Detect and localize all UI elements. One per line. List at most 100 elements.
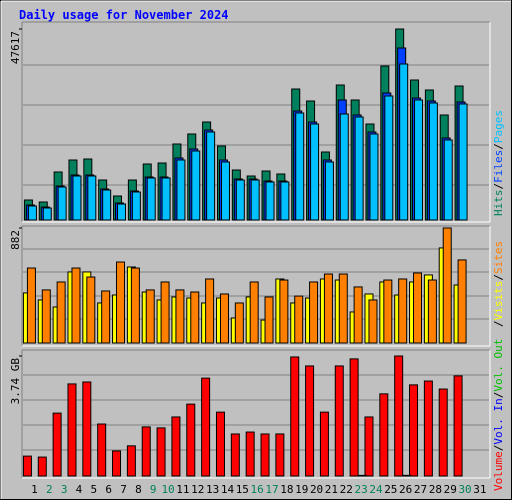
x-tick-label: 12 bbox=[191, 483, 204, 496]
bar bbox=[86, 276, 96, 344]
bar bbox=[235, 179, 245, 221]
bar bbox=[82, 381, 92, 477]
panel bbox=[22, 350, 490, 478]
bar bbox=[428, 102, 438, 221]
bar bbox=[57, 186, 67, 221]
x-tick-label: 13 bbox=[206, 483, 219, 496]
chart-title: Daily usage for November 2024 bbox=[19, 8, 229, 22]
x-tick-label: 31 bbox=[473, 483, 486, 496]
bar bbox=[87, 175, 97, 221]
bar bbox=[399, 63, 409, 221]
bar bbox=[384, 95, 394, 221]
legend-entry: Pages bbox=[492, 110, 505, 143]
bar bbox=[41, 289, 51, 344]
bar bbox=[190, 291, 200, 344]
bar bbox=[334, 365, 344, 477]
bar bbox=[319, 411, 329, 477]
x-tick-label: 29 bbox=[444, 483, 457, 496]
bar bbox=[141, 426, 151, 477]
bar bbox=[146, 177, 156, 221]
bar bbox=[112, 450, 122, 477]
bar bbox=[265, 181, 275, 221]
bar bbox=[27, 205, 37, 221]
bar bbox=[230, 433, 240, 477]
bar bbox=[398, 278, 408, 344]
bar bbox=[160, 281, 170, 344]
y-tick-label: 882 bbox=[9, 230, 22, 250]
bar bbox=[260, 433, 270, 477]
x-tick-label: 26 bbox=[399, 483, 412, 496]
x-tick-label: 3 bbox=[61, 483, 68, 496]
bar bbox=[427, 279, 437, 344]
bar bbox=[42, 207, 52, 221]
bar bbox=[368, 299, 378, 344]
bar bbox=[309, 281, 319, 344]
y-tick-label: 3.74 GB bbox=[9, 358, 22, 405]
bar bbox=[245, 431, 255, 477]
bar bbox=[117, 203, 127, 221]
bar bbox=[394, 355, 404, 477]
bar bbox=[354, 116, 364, 221]
bar bbox=[72, 175, 82, 221]
bar bbox=[279, 279, 289, 344]
x-tick-label: 7 bbox=[120, 483, 127, 496]
bar bbox=[323, 273, 333, 344]
x-tick-label: 17 bbox=[265, 483, 278, 496]
legend-separator: / bbox=[492, 274, 505, 281]
x-tick-label: 10 bbox=[161, 483, 174, 496]
legend-entry: Hits bbox=[492, 190, 505, 217]
bar bbox=[201, 377, 211, 477]
bar bbox=[438, 388, 448, 477]
bar bbox=[156, 427, 166, 477]
bar bbox=[294, 295, 304, 344]
bar bbox=[250, 179, 260, 221]
bar bbox=[264, 296, 274, 344]
bar bbox=[457, 259, 467, 344]
x-tick-label: 19 bbox=[295, 483, 308, 496]
bar bbox=[409, 384, 419, 477]
bar bbox=[234, 302, 244, 344]
bar bbox=[97, 423, 107, 477]
bar bbox=[310, 123, 320, 221]
legend-entry: Volume bbox=[492, 451, 505, 491]
x-tick-label: 21 bbox=[325, 483, 338, 496]
bar bbox=[101, 290, 111, 344]
bar bbox=[161, 177, 171, 221]
bar bbox=[383, 279, 393, 344]
x-tick-label: 8 bbox=[135, 483, 142, 496]
bar bbox=[22, 455, 32, 477]
x-tick-label: 27 bbox=[414, 483, 427, 496]
bar bbox=[206, 131, 216, 221]
bar bbox=[280, 181, 290, 221]
x-tick-label: 4 bbox=[76, 483, 83, 496]
bar bbox=[191, 150, 201, 221]
x-tick-label: 2 bbox=[46, 483, 53, 496]
bar bbox=[205, 278, 215, 344]
bar bbox=[442, 227, 452, 344]
bar bbox=[453, 375, 463, 477]
bar bbox=[338, 273, 348, 344]
x-tick-label: 16 bbox=[251, 483, 264, 496]
x-tick-label: 14 bbox=[221, 483, 235, 496]
x-tick-label: 22 bbox=[340, 483, 353, 496]
bar bbox=[305, 365, 315, 477]
x-tick-label: 20 bbox=[310, 483, 323, 496]
y-tick-label: 47617 bbox=[9, 31, 22, 64]
x-tick-label: 6 bbox=[105, 483, 112, 496]
bar bbox=[364, 416, 374, 477]
bar bbox=[249, 281, 259, 344]
x-tick-label: 30 bbox=[458, 483, 471, 496]
bar bbox=[37, 456, 47, 477]
bar bbox=[349, 358, 359, 477]
bar bbox=[26, 267, 36, 344]
bar bbox=[414, 99, 424, 221]
x-tick-label: 5 bbox=[91, 483, 98, 496]
bar bbox=[67, 383, 77, 477]
bar bbox=[176, 159, 186, 221]
x-tick-label: 24 bbox=[369, 483, 383, 496]
bar bbox=[295, 112, 305, 221]
bar bbox=[71, 267, 81, 344]
bar bbox=[290, 356, 300, 477]
legend-entry: Vol. In bbox=[492, 398, 505, 444]
bar bbox=[186, 403, 196, 477]
